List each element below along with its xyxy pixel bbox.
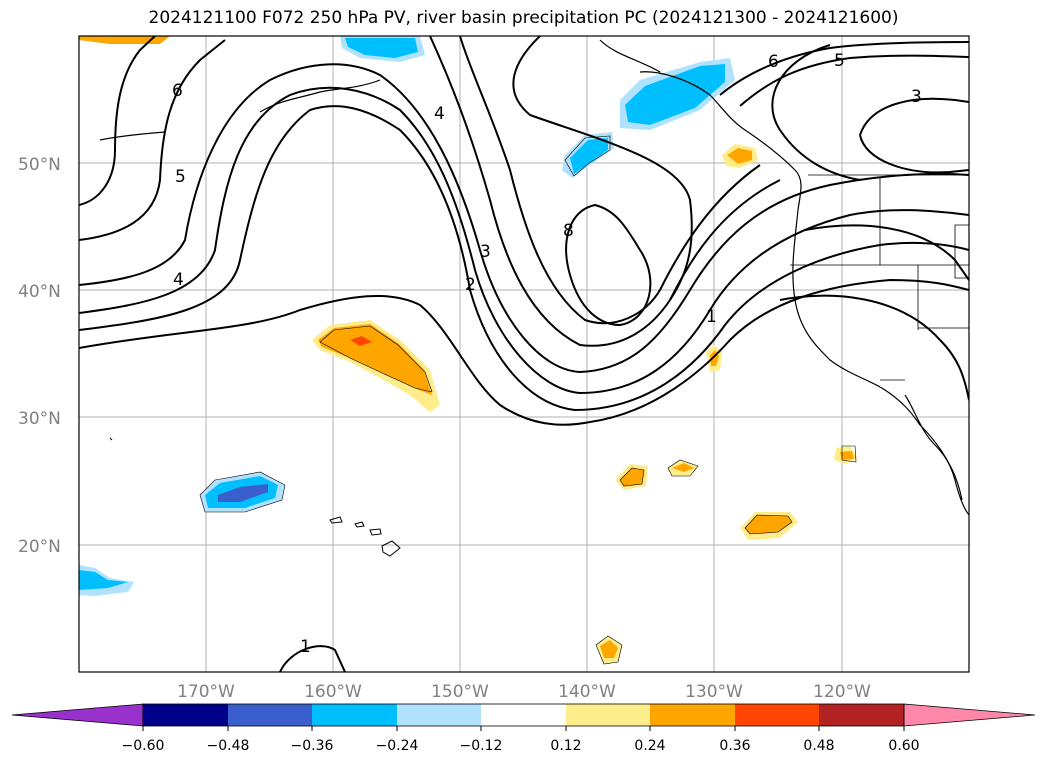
colorbar-bin [819,704,904,726]
colorbar-bin [566,704,650,726]
colorbar-tick-label: 0.60 [888,738,919,754]
coastlines [99,39,969,516]
pv-contours [79,36,969,672]
hawaiian-islands [109,437,401,557]
colorbar-tick-label: −0.12 [460,738,503,754]
colorbar-tick-label: 0.24 [634,738,665,754]
contour-labels: 6 5 4 4 3 2 8 1 5 6 3 1 [172,51,922,657]
map-title: 2024121100 F072 250 hPa PV, river basin … [148,8,899,28]
contour-label: 5 [834,51,845,71]
colorbar-tick-label: −0.24 [376,738,419,754]
contour-label: 5 [175,167,186,187]
contour-label: 3 [480,242,491,262]
colorbar-bin [650,704,735,726]
colorbar-extend-high [903,703,1036,727]
colorbar-bin [735,704,819,726]
colorbar-tick-label: 0.12 [550,738,581,754]
contour-label: 1 [300,637,311,657]
map-background [79,36,969,672]
contour-label: 8 [563,221,574,241]
precip-positive-patch [672,463,694,472]
precip-negative-patch [345,38,418,58]
precip-outlines [199,135,857,665]
colorbar-bin [312,704,397,726]
lon-label: 130°W [685,682,743,702]
precip-negative-patch [570,138,608,174]
colorbar-tick-label: −0.48 [207,738,250,754]
contour-label: 2 [465,275,476,295]
contour-label: 6 [768,52,779,72]
lat-label: 20°N [18,537,61,557]
precipitation-shading [79,36,858,664]
colorbar-bin [143,704,228,726]
contour-label: 4 [173,270,184,290]
precip-positive-patch [620,468,644,486]
precip-positive-patch [745,515,792,534]
lon-label: 170°W [177,682,235,702]
lat-label: 30°N [18,409,61,429]
map-frame [78,35,970,673]
longitude-labels: 170°W 160°W 150°W 140°W 130°W 120°W [177,682,871,702]
colorbar-extend-low [11,703,144,727]
latitude-labels: 20°N 30°N 40°N 50°N [18,155,61,557]
contour-label: 1 [706,307,717,327]
lon-label: 120°W [813,682,871,702]
precip-positive-patch [318,324,432,395]
precip-positive-patch [840,451,854,460]
colorbar-frame [142,703,905,727]
state-borders [790,174,969,381]
lat-label: 50°N [18,155,61,175]
precip-positive-patch [600,640,618,658]
colorbar-tick-label: −0.60 [122,738,165,754]
contour-label: 3 [911,87,922,107]
precip-positive-patch [727,148,752,164]
precip-negative-patch [625,64,725,125]
contour-label: 4 [434,104,445,124]
colorbar-bin [228,704,312,726]
lat-label: 40°N [18,282,61,302]
colorbar: −0.60 −0.48 −0.36 −0.24 −0.12 0.12 0.24 … [11,703,1036,754]
colorbar-bin [397,704,481,726]
contour-label: 6 [172,81,183,101]
lon-label: 160°W [304,682,362,702]
colorbar-bin [481,704,566,726]
lon-label: 140°W [558,682,616,702]
colorbar-tick-label: −0.36 [291,738,334,754]
lon-label: 150°W [431,682,489,702]
precip-negative-patch [79,570,128,590]
precip-negative-patch [218,484,268,502]
colorbar-tick-label: 0.36 [719,738,750,754]
colorbar-tick-label: 0.48 [803,738,834,754]
precip-positive-patch [350,336,372,346]
